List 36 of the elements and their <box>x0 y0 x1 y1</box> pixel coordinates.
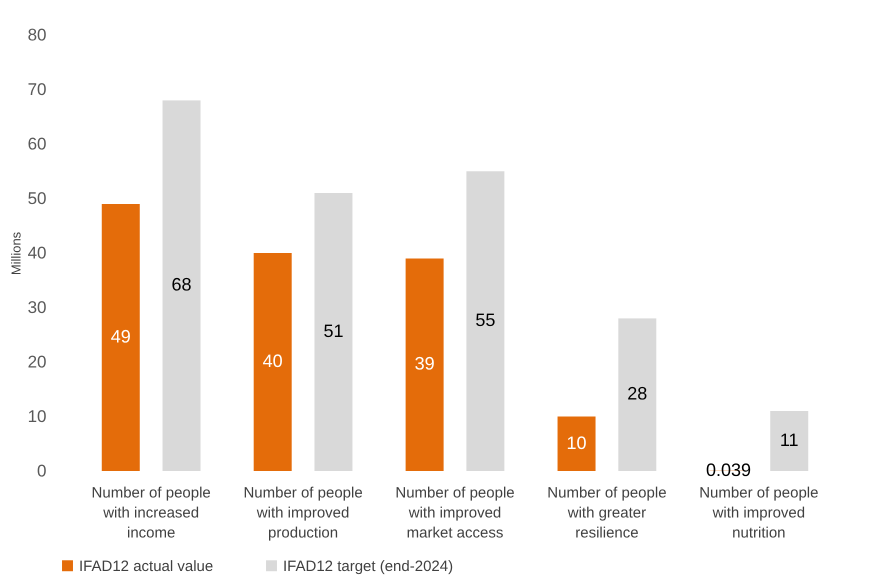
data-label: 49 <box>110 326 131 346</box>
legend-label: IFAD12 actual value <box>79 558 214 575</box>
bar <box>618 318 656 471</box>
legend-label: IFAD12 target (end-2024) <box>283 558 454 575</box>
bar <box>466 171 504 471</box>
data-label: 39 <box>414 354 435 374</box>
y-tick-label: 80 <box>28 26 46 44</box>
bar <box>406 258 444 471</box>
y-tick-label: 60 <box>28 134 46 154</box>
data-label: 55 <box>475 310 496 330</box>
y-tick-label: 20 <box>28 352 46 372</box>
y-tick-label: 0 <box>37 462 46 480</box>
y-tick-label: 70 <box>28 80 46 99</box>
x-tick-label: Number of people with improved market access <box>395 484 515 542</box>
bar <box>770 411 808 471</box>
x-tick-label: Number of people with improved production <box>243 484 363 542</box>
y-tick-label: 30 <box>28 298 46 317</box>
bar <box>162 100 201 471</box>
data-label: 40 <box>262 351 283 371</box>
y-tick-label: 40 <box>28 244 46 262</box>
data-label: 68 <box>172 274 192 295</box>
data-label: 51 <box>323 321 344 342</box>
bar <box>314 193 352 471</box>
bar <box>558 416 596 471</box>
bar <box>102 204 140 471</box>
bar <box>254 253 292 471</box>
y-axis-title: Millions <box>8 231 24 276</box>
x-tick-label: Number of people with greater resilience <box>547 484 667 542</box>
x-tick-label: Number of people with increased income <box>92 484 211 542</box>
y-tick-label: 10 <box>28 407 46 426</box>
data-label: 28 <box>627 384 648 404</box>
y-tick-label: 50 <box>28 189 46 208</box>
data-label: 11 <box>780 430 799 450</box>
data-label: 0.039 <box>706 460 751 480</box>
data-label: 10 <box>566 432 587 453</box>
x-tick-label: Number of people with improved nutrition <box>699 484 818 542</box>
